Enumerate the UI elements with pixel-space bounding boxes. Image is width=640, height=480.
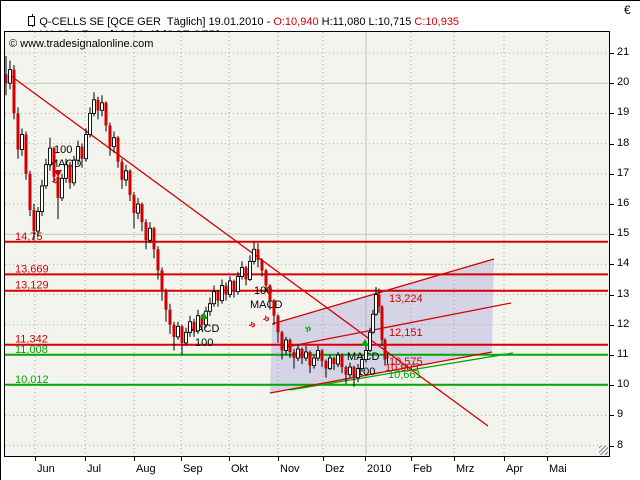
x-axis-label: Feb	[413, 463, 432, 475]
y-axis-tick	[610, 83, 614, 85]
resize-grip[interactable]	[599, 446, 608, 455]
y-axis-tick	[610, 204, 614, 205]
y-axis-tick	[610, 143, 614, 145]
x-axis-tick	[134, 457, 135, 461]
y-axis-label: 9	[617, 408, 624, 421]
x-axis-tick	[229, 457, 230, 461]
y-axis-tick	[610, 264, 614, 266]
x-axis-tick	[323, 457, 324, 461]
svg-text:10,661: 10,661	[388, 369, 422, 381]
x-axis-label: 2010	[367, 463, 392, 475]
x-axis-label: Nov	[280, 463, 300, 475]
svg-text:10,575: 10,575	[389, 356, 423, 368]
svg-text:11,342: 11,342	[15, 334, 48, 346]
y-axis-label: 21	[617, 46, 630, 58]
y-axis-label: 8	[617, 438, 624, 451]
svg-text:»: »	[261, 310, 274, 326]
y-axis-label: 10	[617, 378, 630, 391]
x-axis-tick	[181, 457, 182, 461]
svg-text:10,012: 10,012	[15, 374, 49, 386]
indicator-title-row: ⇅MACD - Entry [12, 26, 9] {QCE GER}	[7, 17, 220, 41]
instrument-title: Q-CELLS SE [QCE GER Täglich] 19.01.2010 …	[39, 16, 460, 28]
x-axis-label: Jun	[37, 463, 55, 475]
y-axis-tick	[610, 355, 614, 356]
svg-text:14,75: 14,75	[15, 231, 43, 243]
svg-text:100: 100	[54, 144, 72, 156]
candlestick-icon	[25, 14, 37, 28]
plot-area[interactable]: 14,75 13,669 13,129 11,342 11,008 10,012 100 MA…	[4, 31, 610, 457]
x-axis-tick	[278, 457, 279, 461]
x-axis: Jun Jul Aug Sep Okt Nov Dez 2010 Feb Mrz Apr Mai	[1, 456, 609, 480]
y-axis-label: 20	[617, 76, 630, 89]
x-axis-tick	[35, 457, 36, 461]
y-axis-tick	[610, 415, 614, 417]
y-axis-label: 19	[617, 106, 630, 119]
x-axis-tick	[504, 457, 505, 461]
y-axis-tick	[610, 173, 614, 175]
currency-label: €	[624, 3, 631, 17]
svg-text:© www.tradesignalonline.com: © www.tradesignalonline.com	[9, 38, 153, 50]
y-axis-label: 13	[617, 287, 630, 300]
y-axis-tick	[610, 234, 614, 236]
x-axis-label: Jul	[87, 463, 102, 475]
x-axis-label: Sep	[183, 463, 203, 475]
y-axis-label: 12	[617, 317, 630, 330]
svg-text:10,905: 10,905	[385, 362, 419, 374]
svg-text:11,008: 11,008	[15, 344, 48, 356]
svg-text:»: »	[247, 316, 260, 332]
y-axis-tick	[610, 53, 614, 54]
y-axis-label: 16	[617, 197, 630, 209]
x-axis-label: Mai	[549, 463, 567, 475]
svg-text:MACD: MACD	[250, 299, 282, 311]
y-axis-label: 17	[617, 166, 630, 179]
y-axis: 21 20 19 18 17 16 15 14 13 12 11 10 9 8	[609, 31, 640, 457]
x-axis-tick	[365, 457, 366, 461]
svg-text:MACD: MACD	[347, 351, 379, 363]
y-axis-label: 11	[617, 348, 629, 360]
svg-text:»: »	[303, 320, 314, 335]
y-axis-tick	[610, 294, 614, 296]
y-axis-label: 15	[617, 227, 630, 240]
x-axis-label: Aug	[136, 463, 156, 475]
x-axis-tick	[547, 457, 548, 461]
y-axis-tick	[610, 113, 614, 115]
x-axis-tick	[85, 457, 86, 461]
x-axis-label: Dez	[325, 463, 345, 475]
x-axis-label: Mrz	[456, 463, 475, 475]
svg-text:13,669: 13,669	[15, 263, 49, 275]
x-axis-label: Apr	[506, 463, 524, 475]
svg-text:13,224: 13,224	[389, 293, 423, 305]
x-axis-label: Okt	[231, 463, 249, 475]
y-axis-tick	[610, 324, 614, 326]
y-axis-label: 14	[617, 257, 630, 270]
x-axis-tick	[411, 457, 412, 461]
title-bar: Q-CELLS SE [QCE GER Täglich] 19.01.2010 …	[1, 1, 609, 41]
x-axis-tick	[454, 457, 455, 461]
svg-text:12,151: 12,151	[389, 327, 423, 339]
svg-text:13,129: 13,129	[15, 280, 49, 292]
svg-text:100: 100	[254, 285, 272, 297]
instrument-title-row: Q-CELLS SE [QCE GER Täglich] 19.01.2010 …	[7, 3, 459, 28]
y-axis-label: 18	[617, 136, 630, 149]
y-axis-tick	[610, 445, 614, 447]
y-axis-tick	[610, 385, 614, 387]
svg-text:100: 100	[195, 337, 213, 349]
